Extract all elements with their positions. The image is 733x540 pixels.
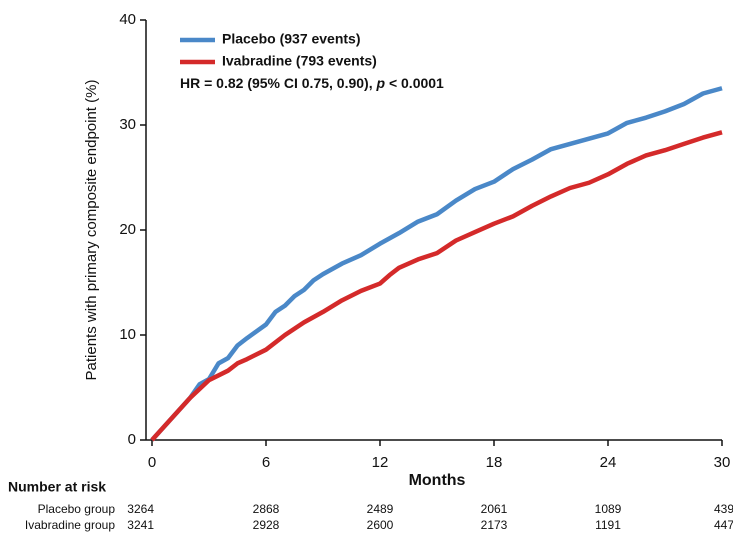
legend-label: Placebo (937 events) [222,31,361,47]
risk-value: 2600 [367,518,394,532]
y-axis-label: Patients with primary composite endpoint… [83,80,100,381]
risk-value: 3264 [127,502,154,516]
line-series [150,130,723,442]
risk-value: 2173 [481,518,508,532]
x-tick-label: 0 [148,454,156,471]
risk-row-label: Ivabradine group [25,518,115,532]
y-tick-label: 20 [119,221,136,238]
annotation-text: p [376,75,386,91]
risk-table-title: Number at risk [8,479,106,495]
y-tick-label: 10 [119,326,136,343]
risk-value: 2061 [481,502,508,516]
y-tick-label: 0 [128,431,136,448]
x-tick-label: 24 [600,454,617,471]
x-tick-label: 6 [262,454,270,471]
x-tick-label: 18 [486,454,503,471]
legend-label: Ivabradine (793 events) [222,53,377,69]
risk-value: 2928 [253,518,280,532]
x-axis-label: Months [409,472,466,489]
annotation: HR = 0.82 (95% CI 0.75, 0.90), p < 0.000… [180,75,444,91]
annotation-text: HR = 0.82 (95% CI 0.75, 0.90), [180,75,377,91]
risk-row-label: Placebo group [38,502,116,516]
x-tick-label: 12 [372,454,389,471]
risk-value: 3241 [127,518,154,532]
annotation-text: < 0.0001 [385,75,444,91]
risk-value: 447 [714,518,733,532]
risk-value: 2489 [367,502,394,516]
risk-value: 1089 [595,502,622,516]
y-tick-label: 30 [119,116,136,133]
x-tick-label: 30 [714,454,731,471]
line-series [150,86,723,442]
y-tick-label: 40 [119,11,136,28]
risk-value: 439 [714,502,733,516]
risk-value: 2868 [253,502,280,516]
risk-value: 1191 [595,518,621,532]
